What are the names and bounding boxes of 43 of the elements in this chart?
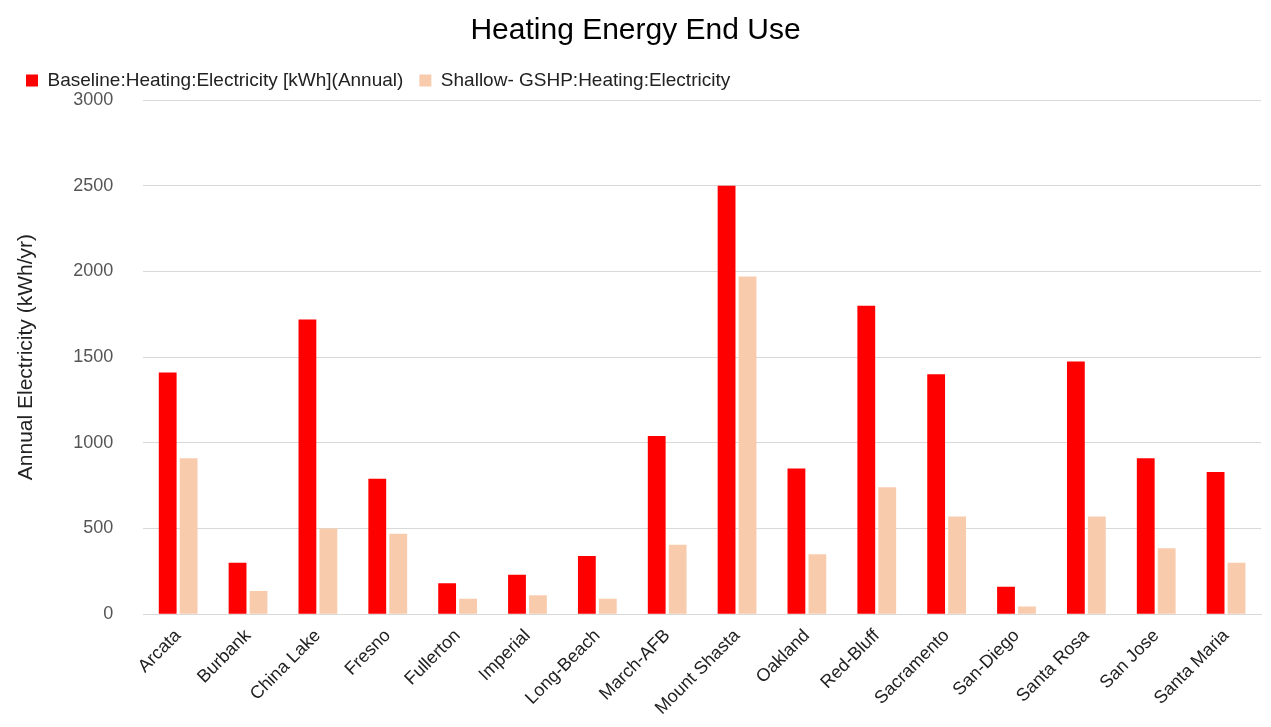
bar (738, 276, 757, 614)
legend-label: Baseline:Heating:Electricity [kWh](Annual) (47, 68, 404, 90)
bar (319, 528, 338, 614)
bar (438, 583, 457, 614)
bar (249, 591, 268, 614)
bar (598, 598, 617, 614)
bar (787, 468, 806, 614)
bar (668, 544, 687, 614)
chart-title: Heating Energy End Use (470, 12, 801, 46)
y-tick-label: 1000 (73, 431, 114, 452)
y-tick-label: 0 (103, 603, 114, 624)
bar (1066, 361, 1085, 614)
bar (529, 595, 547, 614)
bar (1206, 471, 1225, 614)
bar (508, 574, 526, 614)
y-tick-label: 2000 (73, 260, 114, 281)
bar (878, 487, 897, 614)
bar (1018, 606, 1036, 614)
bar (717, 185, 736, 614)
bar (927, 374, 946, 614)
y-tick-label: 500 (83, 517, 114, 538)
legend-label: Shallow- GSHP:Heating:Electricity (440, 68, 731, 90)
bar (228, 562, 247, 614)
bar (298, 319, 317, 614)
y-tick-label: 3000 (73, 88, 114, 109)
y-axis-title: Annual Electricity (kWh/yr) (13, 233, 37, 481)
bar (1227, 562, 1246, 614)
bar (808, 554, 827, 614)
bar (577, 555, 596, 614)
bar (1087, 516, 1106, 614)
bar (997, 586, 1015, 614)
bar (857, 305, 876, 614)
bar (389, 533, 408, 614)
bar (179, 458, 198, 614)
bar (948, 516, 967, 614)
bar (1157, 548, 1176, 614)
bar (459, 598, 477, 614)
bar (158, 372, 177, 614)
y-tick-label: 2500 (73, 174, 114, 195)
bar (368, 478, 387, 614)
y-tick-label: 1500 (73, 346, 114, 367)
bar (1136, 458, 1155, 614)
bar (647, 435, 666, 614)
